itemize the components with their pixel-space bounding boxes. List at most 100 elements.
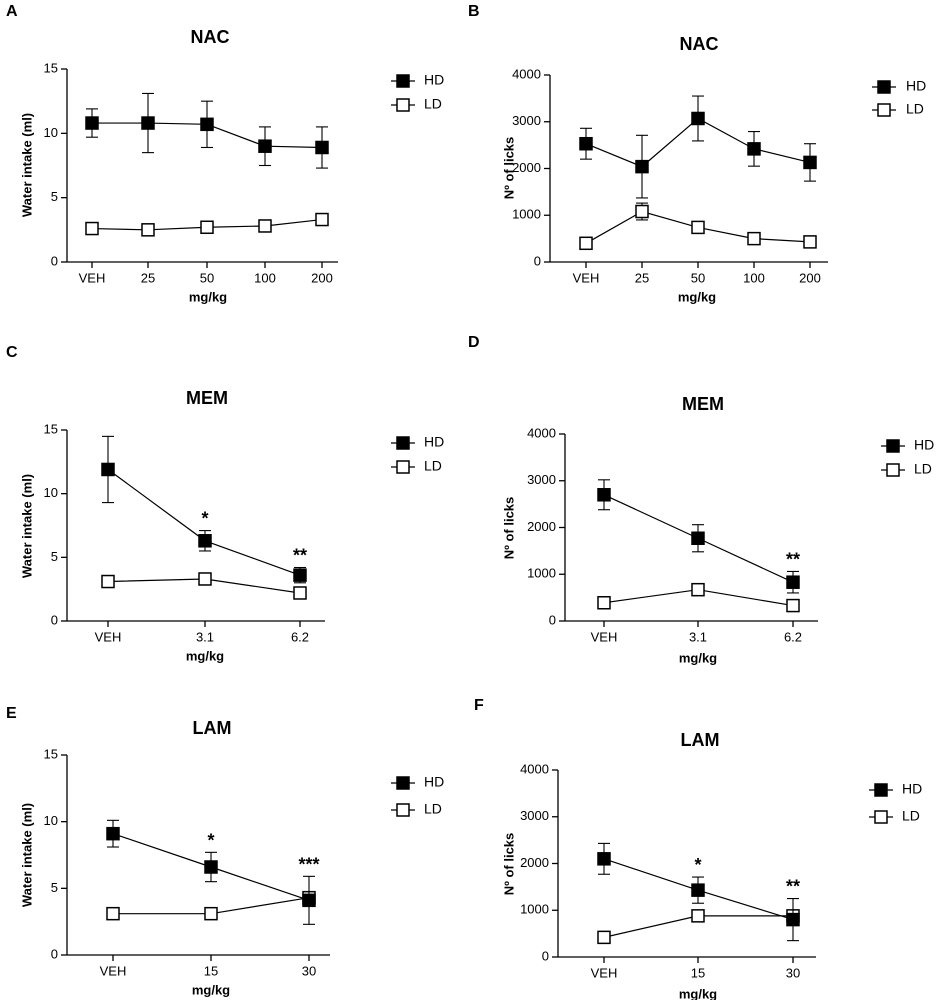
legend-marker-ld-f: [874, 810, 888, 824]
y-tick-label-b: 2000: [512, 160, 541, 175]
legend-marker-hd-a: [396, 74, 410, 88]
y-tick-label-e: 10: [44, 813, 58, 828]
y-tick-label-b: 4000: [512, 66, 541, 81]
data-point-ld-c: [198, 572, 212, 586]
data-point-hd-c: [293, 568, 307, 582]
data-point-ld-c: [101, 574, 115, 589]
significance-marker-f: **: [786, 877, 800, 897]
x-tick-label-a: 50: [200, 270, 214, 285]
y-tick-label-e: 15: [44, 746, 58, 761]
legend-label-hd-e: HD: [424, 774, 444, 790]
x-tick-label-a: 25: [141, 270, 155, 285]
y-tick-label-b: 1000: [512, 207, 541, 222]
data-point-hd-b: [747, 142, 761, 156]
legend-label-hd-f: HD: [902, 781, 922, 797]
panel-label-c: C: [6, 344, 18, 361]
data-point-hd-e: [106, 826, 120, 841]
x-tick-label-c: 6.2: [291, 629, 309, 644]
x-axis-label-e: mg/kg: [192, 982, 230, 997]
panel-label-e: E: [6, 705, 17, 722]
y-tick-label-c: 5: [51, 549, 58, 564]
y-tick-label-d: 3000: [527, 472, 556, 487]
data-point-hd-a: [258, 139, 272, 153]
data-point-hd-f: [691, 883, 705, 897]
legend-label-ld-b: LD: [906, 101, 924, 117]
y-tick-label-a: 0: [51, 253, 58, 268]
y-tick-label-d: 4000: [527, 425, 556, 440]
legend-label-hd-a: HD: [424, 72, 444, 88]
x-tick-label-f: 30: [786, 965, 800, 980]
data-point-ld-b: [747, 231, 761, 246]
chart-title-d: MEM: [682, 394, 724, 414]
x-tick-label-f: VEH: [591, 965, 618, 980]
y-axis-label-c: Water intake (ml): [19, 474, 34, 578]
x-tick-label-b: VEH: [573, 270, 600, 285]
significance-marker-c: *: [201, 509, 208, 529]
panel-label-b: B: [468, 3, 480, 20]
x-tick-label-a: VEH: [79, 270, 106, 285]
y-tick-label-e: 0: [51, 946, 58, 961]
chart-c: [61, 429, 415, 627]
data-point-hd-e: [204, 860, 218, 874]
significance-marker-f: *: [694, 855, 701, 875]
x-tick-label-b: 100: [743, 270, 765, 285]
data-point-hd-c: [101, 462, 115, 477]
data-point-hd-b: [635, 159, 649, 174]
x-axis-label-b: mg/kg: [678, 289, 716, 304]
data-point-ld-e: [204, 906, 218, 921]
x-tick-label-d: 3.1: [689, 629, 707, 644]
legend-label-hd-d: HD: [914, 437, 934, 453]
x-axis-label-f: mg/kg: [679, 986, 717, 1000]
legend-label-ld-c: LD: [424, 458, 442, 474]
data-point-ld-b: [803, 235, 817, 249]
x-tick-label-c: 3.1: [196, 629, 214, 644]
chart-title-b: NAC: [680, 34, 719, 54]
chart-title-f: LAM: [681, 730, 720, 750]
y-axis-label-a: Water intake (ml): [19, 113, 34, 217]
data-point-ld-a: [141, 223, 155, 237]
y-tick-label-c: 15: [44, 421, 58, 436]
legend-marker-hd-c: [396, 436, 410, 450]
x-tick-label-b: 50: [691, 270, 705, 285]
y-axis-label-b: Nº of licks: [501, 137, 516, 200]
y-tick-label-f: 3000: [520, 808, 549, 823]
legend-marker-hd-f: [874, 783, 888, 797]
legend-label-ld-e: LD: [424, 801, 442, 817]
x-axis-label-d: mg/kg: [679, 650, 717, 665]
y-tick-label-a: 5: [51, 189, 58, 204]
legend-label-ld-a: LD: [424, 96, 442, 112]
data-point-ld-a: [85, 221, 99, 236]
legend-marker-ld-a: [396, 98, 410, 112]
y-tick-label-b: 3000: [512, 113, 541, 128]
data-point-ld-d: [597, 596, 611, 610]
x-tick-label-f: 15: [691, 965, 705, 980]
y-tick-label-f: 0: [542, 948, 549, 963]
data-point-hd-a: [315, 140, 329, 155]
data-point-hd-d: [786, 575, 800, 589]
data-point-hd-c: [198, 534, 212, 548]
data-point-hd-d: [691, 531, 705, 546]
data-point-ld-b: [691, 220, 705, 235]
chart-e: [61, 754, 415, 961]
y-axis-label-d: Nº of licks: [501, 497, 516, 560]
data-point-ld-b: [579, 236, 593, 251]
legend-label-hd-b: HD: [906, 78, 926, 94]
data-point-ld-a: [315, 212, 329, 227]
chart-title-e: LAM: [193, 718, 232, 738]
legend-label-ld-d: LD: [914, 461, 932, 477]
data-point-hd-a: [200, 117, 214, 132]
chart-title-a: NAC: [191, 27, 230, 47]
legend-marker-hd-e: [396, 776, 410, 790]
y-tick-label-c: 0: [51, 612, 58, 627]
panel-label-d: D: [468, 334, 480, 351]
chart-title-c: MEM: [186, 388, 228, 408]
chart-a: [61, 68, 415, 268]
x-axis-label-c: mg/kg: [186, 648, 224, 663]
data-point-ld-e: [106, 906, 120, 921]
y-tick-label-d: 1000: [527, 566, 556, 581]
data-point-ld-a: [200, 220, 214, 235]
significance-marker-e: ***: [298, 854, 319, 874]
panel-label-a: A: [6, 3, 18, 20]
data-point-ld-f: [597, 930, 611, 945]
data-point-ld-d: [786, 598, 800, 613]
